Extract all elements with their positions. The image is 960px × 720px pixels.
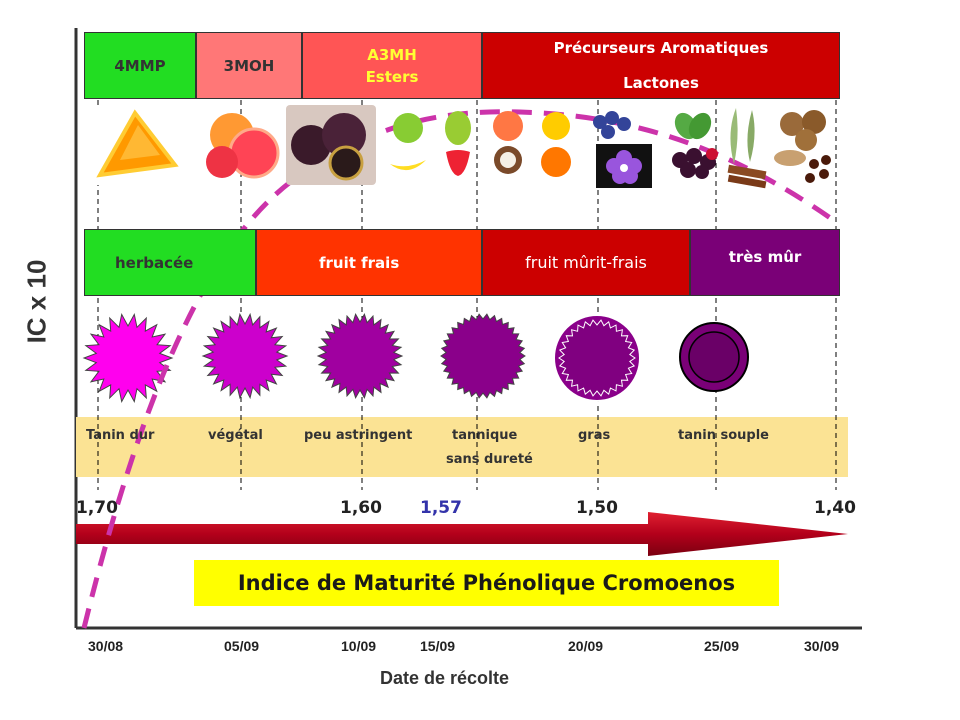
date-4: 15/09 xyxy=(420,638,456,654)
nutmeg-cloves-icon xyxy=(768,104,838,188)
peach-coconut-icon xyxy=(486,104,530,180)
aroma-a3mh-esters: A3MH Esters xyxy=(302,32,482,99)
tannin-circle-1 xyxy=(82,312,174,404)
tannin-circle-3 xyxy=(316,312,404,400)
date-7: 30/09 xyxy=(804,638,840,654)
stage-fruit-murit-frais: fruit mûrit-frais xyxy=(482,229,690,296)
apple-banana-icon xyxy=(386,108,430,180)
aroma-precurseurs-lactones: Précurseurs Aromatiques Lactones xyxy=(482,32,840,99)
x-axis-label: Date de récolte xyxy=(380,668,510,688)
y-axis-label: IC x 10 xyxy=(21,259,52,344)
date-2: 05/09 xyxy=(224,638,260,654)
passion-fruit-icon xyxy=(286,105,376,185)
date-6: 25/09 xyxy=(704,638,740,654)
ic-curve xyxy=(81,109,838,629)
date-3: 10/09 xyxy=(341,638,377,654)
mint-blackberry-icon xyxy=(664,108,722,182)
tannin-label-4b: sans dureté xyxy=(446,452,533,467)
pear-strawberry-icon xyxy=(436,104,480,180)
date-5: 20/09 xyxy=(568,638,604,654)
imp-value-1: 1,70 xyxy=(76,498,118,518)
stage-herbacee: herbacée xyxy=(84,229,256,296)
orange-slice-icon xyxy=(90,105,186,185)
imp-value-5: 1,40 xyxy=(814,498,856,518)
imp-value-3: 1,57 xyxy=(420,498,462,518)
tannin-label-1: Tanin dur xyxy=(86,428,155,443)
tannin-label-3: peu astringent xyxy=(304,428,413,443)
aroma-4mmp: 4MMP xyxy=(84,32,196,99)
grapefruit-icon xyxy=(202,107,284,183)
tannin-label-4: tannique xyxy=(452,428,518,443)
imp-banner: Indice de Maturité Phénolique Cromoenos xyxy=(194,560,779,606)
tannin-label-5: gras xyxy=(578,428,611,443)
imp-value-4: 1,50 xyxy=(576,498,618,518)
imp-value-2: 1,60 xyxy=(340,498,382,518)
tannin-label-6: tanin souple xyxy=(678,428,769,443)
date-1: 30/08 xyxy=(88,638,124,654)
stage-tres-mur: très mûr xyxy=(690,229,840,296)
lemon-orange-icon xyxy=(536,106,576,182)
tannin-band xyxy=(76,417,848,477)
tannin-circle-2 xyxy=(201,312,289,400)
maturity-arrow xyxy=(76,512,848,556)
tannin-label-2: végétal xyxy=(208,428,263,443)
tannin-circle-4 xyxy=(440,313,526,399)
tannin-circle-6-inner xyxy=(688,331,740,383)
aroma-3moh: 3MOH xyxy=(196,32,302,99)
eucalyptus-cinnamon-icon xyxy=(722,104,768,190)
tannin-circles xyxy=(82,312,749,404)
stage-fruit-frais: fruit frais xyxy=(256,229,482,296)
blueberry-violet-icon xyxy=(586,108,656,188)
